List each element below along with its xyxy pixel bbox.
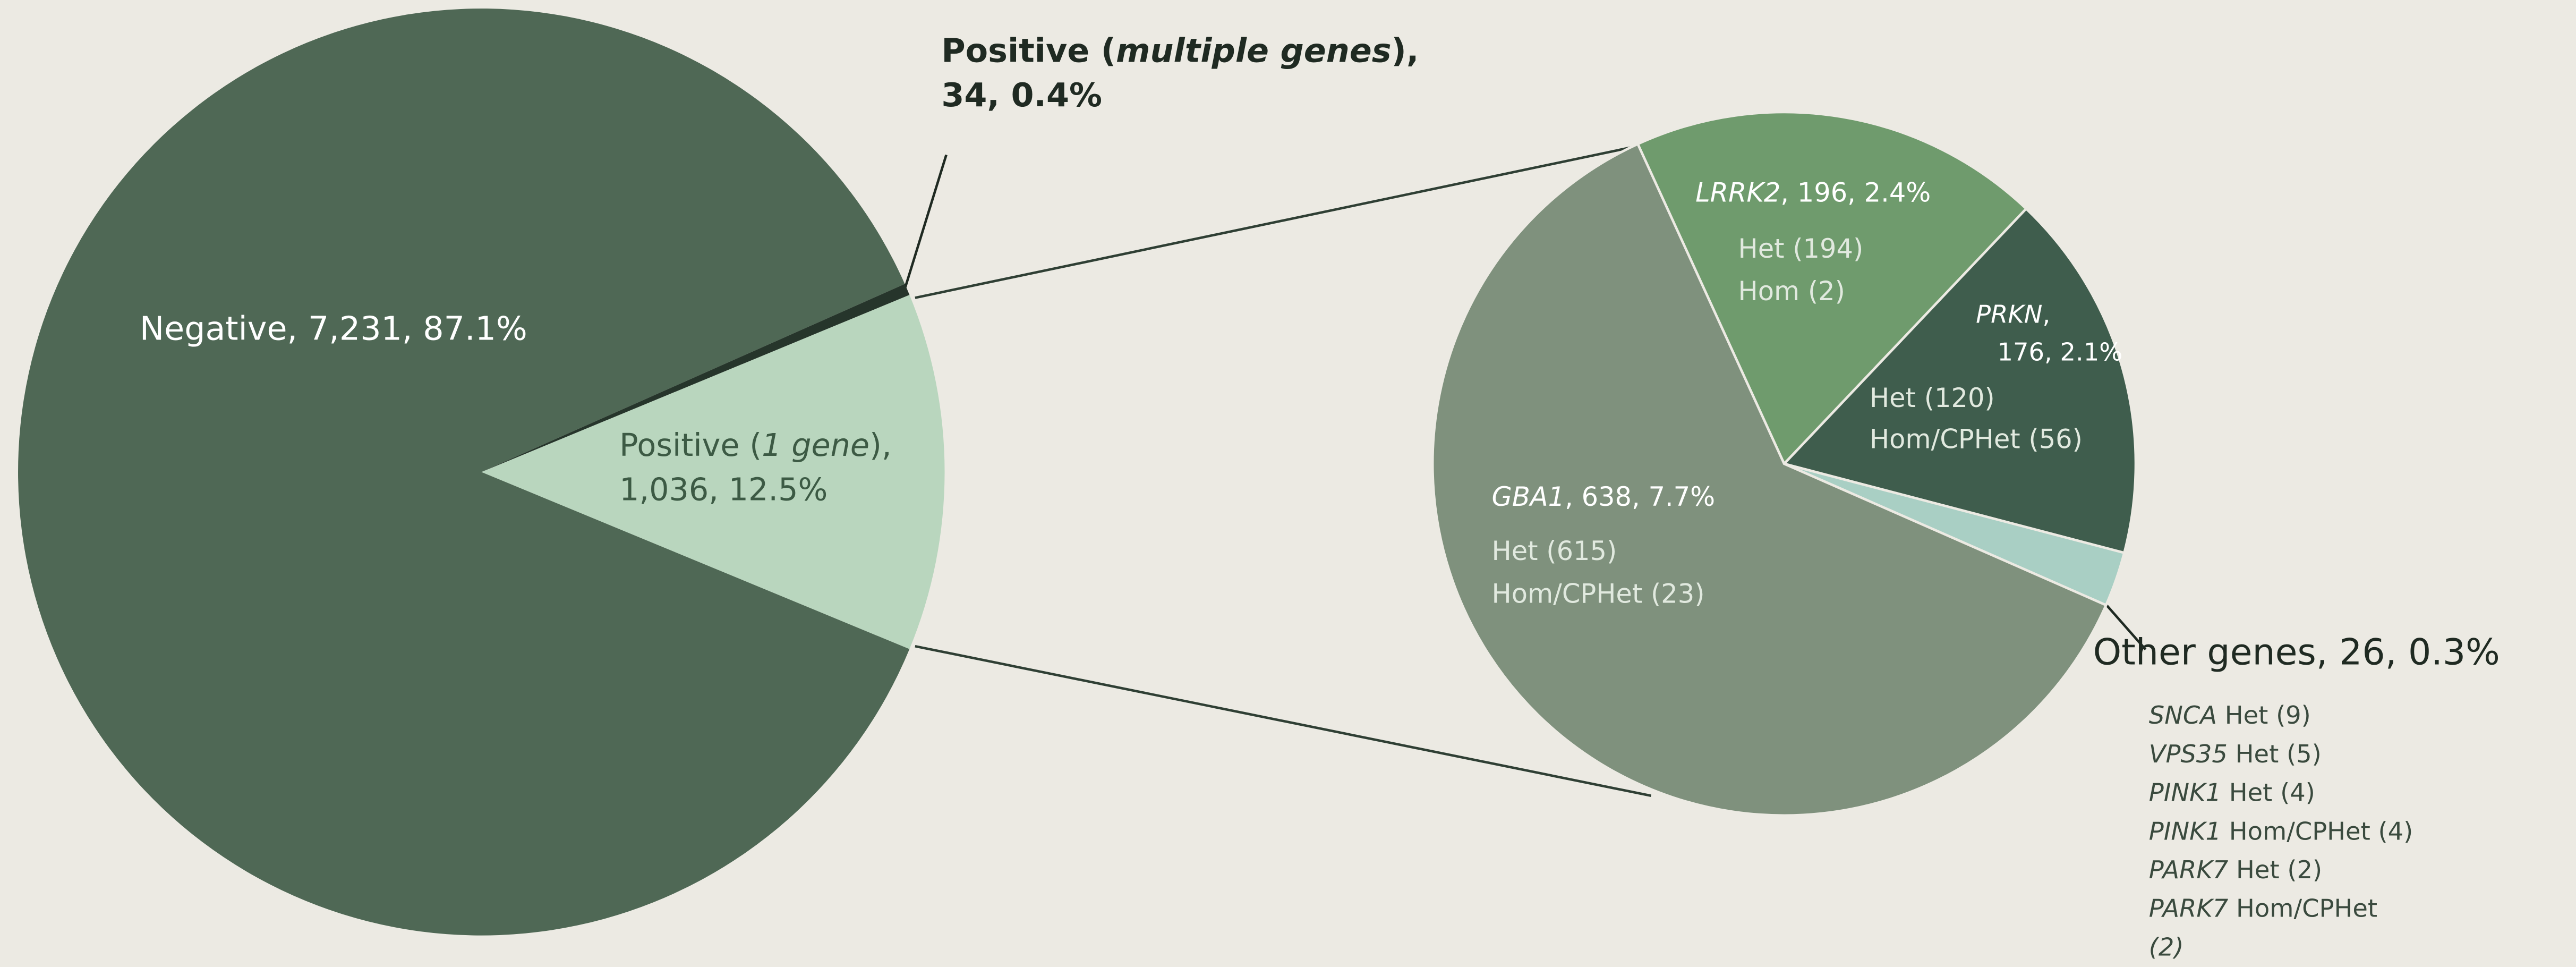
pie-slice bbox=[481, 284, 910, 472]
slice-label: 34, 0.4% bbox=[941, 76, 1102, 114]
pie-slice bbox=[481, 295, 945, 649]
slice-detail: Hom/CPHet (56) bbox=[1870, 423, 2083, 454]
slice-label: PRKN, bbox=[1976, 300, 2050, 328]
slice-detail: PINK1 Het (4) bbox=[2149, 778, 2315, 807]
slice-label: 1,036, 12.5% bbox=[619, 471, 828, 508]
slice-detail: Het (615) bbox=[1492, 535, 1617, 566]
pie-slice bbox=[1636, 111, 2028, 466]
slice-detail: PARK7 Hom/CPHet bbox=[2149, 894, 2377, 922]
slice-label: GBA1, 638, 7.7% bbox=[1492, 481, 1716, 512]
pie-slice bbox=[1431, 142, 2108, 817]
slice-label: 176, 2.1% bbox=[1997, 337, 2122, 366]
connector bbox=[915, 143, 1643, 299]
connector bbox=[915, 644, 1652, 797]
slice-label: Positive (multiple genes), bbox=[941, 32, 1419, 70]
slice-detail: Het (194) bbox=[1738, 233, 1864, 264]
slice-detail: SNCA Het (9) bbox=[2149, 701, 2311, 730]
slice-detail: Het (120) bbox=[1870, 383, 1995, 413]
pie-slice bbox=[1781, 207, 2137, 555]
slice-label: Positive (1 gene), bbox=[619, 427, 892, 463]
leader-line bbox=[902, 154, 948, 293]
pie-slice bbox=[18, 9, 910, 936]
slice-detail: Hom (2) bbox=[1738, 276, 1845, 307]
slice-detail: (2) bbox=[2149, 932, 2184, 961]
slice-label: LRRK2, 196, 2.4% bbox=[1695, 177, 1931, 208]
slice-detail: PINK1 Hom/CPHet (4) bbox=[2149, 817, 2413, 845]
slice-detail: Hom/CPHet (23) bbox=[1492, 578, 1705, 609]
slice-detail: VPS35 Het (5) bbox=[2149, 739, 2322, 768]
slice-label: Other genes, 26, 0.3% bbox=[2093, 631, 2500, 673]
slice-label: Negative, 7,231, 87.1% bbox=[140, 309, 527, 347]
slice-detail: PARK7 Het (2) bbox=[2149, 855, 2322, 884]
